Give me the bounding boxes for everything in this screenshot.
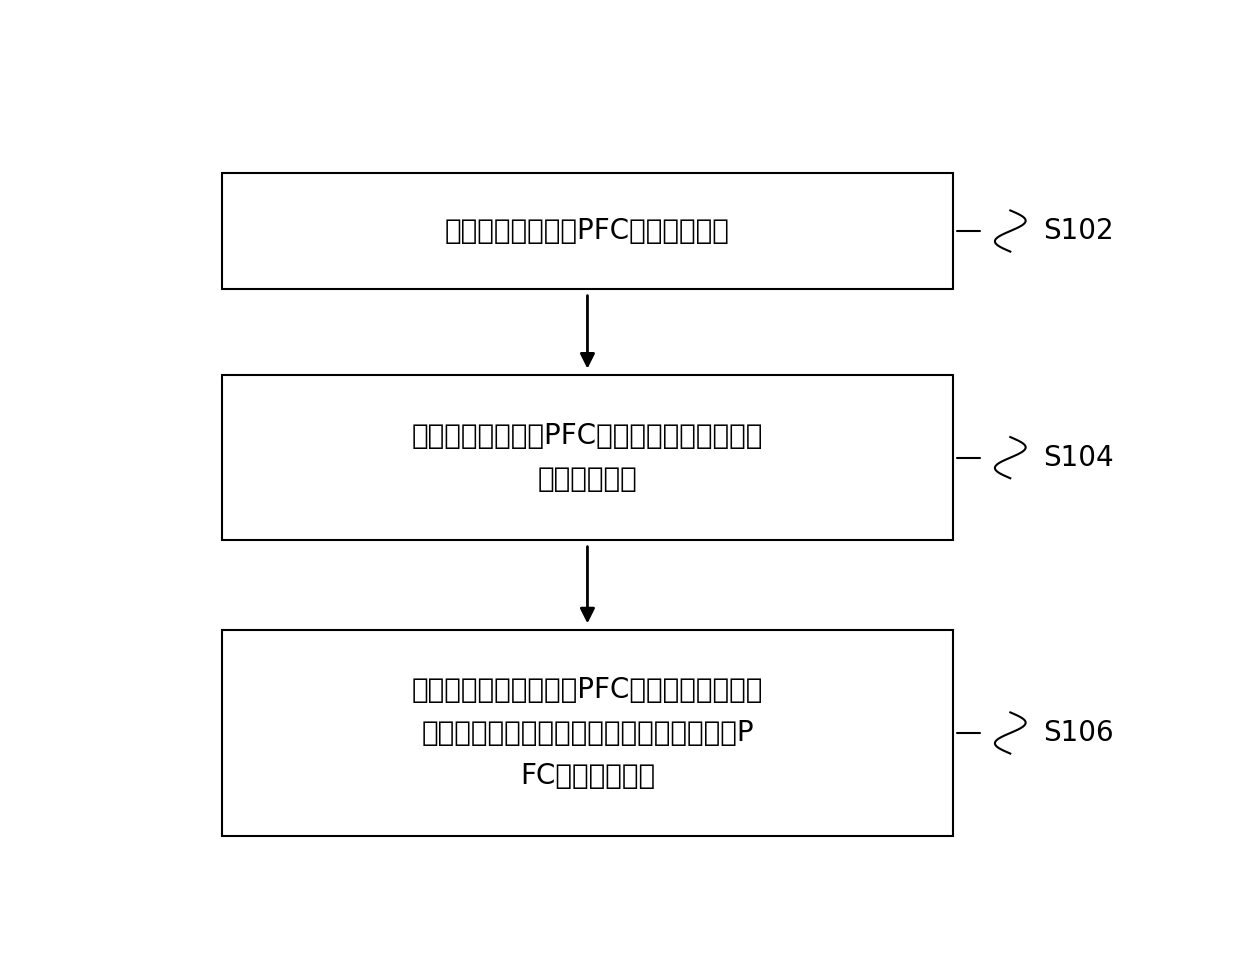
Text: S102: S102 <box>1043 217 1114 245</box>
Text: 获取待检测的副相PFC电路的电流值: 获取待检测的副相PFC电路的电流值 <box>445 217 730 245</box>
Bar <box>222 173 952 289</box>
Text: 判断待检测的副相PFC电路的电流值是否低于: 判断待检测的副相PFC电路的电流值是否低于 <box>412 422 763 450</box>
Bar <box>222 376 952 540</box>
Text: S104: S104 <box>1043 444 1114 472</box>
Text: 在判断出待检测的副相PFC电路的电流值低于: 在判断出待检测的副相PFC电路的电流值低于 <box>412 675 763 703</box>
Bar <box>222 630 952 836</box>
Text: 预设电流阈值: 预设电流阈值 <box>538 465 637 493</box>
Text: 预设电流阈值的情况下，确定待检测的副相P: 预设电流阈值的情况下，确定待检测的副相P <box>422 719 754 747</box>
Text: S106: S106 <box>1043 719 1114 747</box>
Text: FC电路出现故障: FC电路出现故障 <box>520 763 655 790</box>
